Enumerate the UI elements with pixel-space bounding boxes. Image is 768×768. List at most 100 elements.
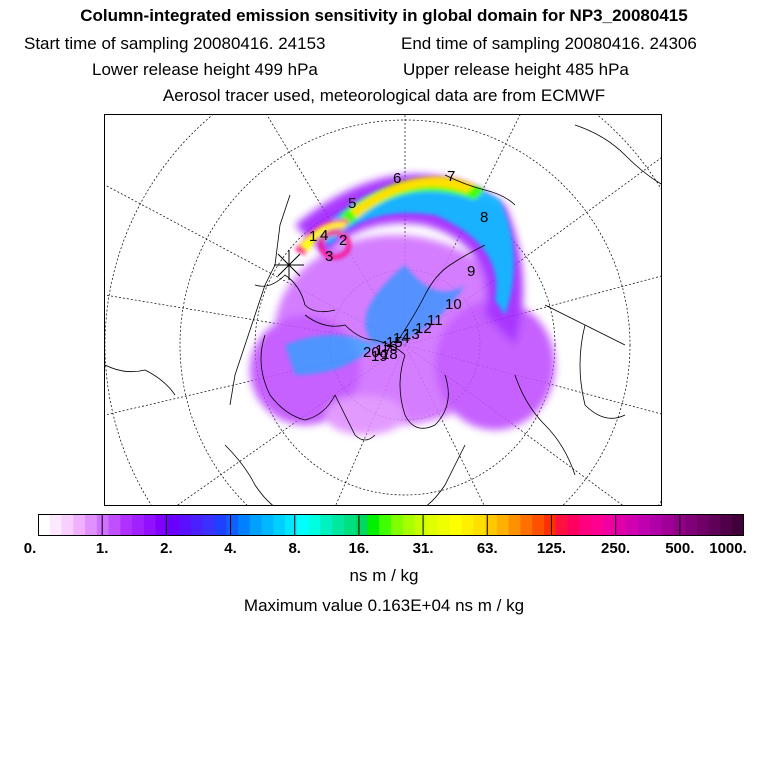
upper-release-label: Upper release height 485 hPa [403, 60, 629, 79]
colorbar-swatch [273, 514, 286, 536]
colorbar-swatch [449, 514, 463, 536]
marker-1: 1 [309, 228, 317, 245]
colorbar-swatch [461, 514, 474, 536]
colorbar-tick-label: 8. [288, 540, 301, 557]
marker-20: 20 [363, 344, 380, 361]
colorbar-swatch [96, 514, 110, 536]
colorbar-swatch [532, 514, 545, 536]
colorbar-swatch [343, 514, 357, 536]
colorbar-swatch [626, 514, 639, 536]
coastlines [105, 124, 661, 505]
colorbar-swatch [249, 514, 263, 536]
colorbar-swatch [367, 514, 380, 536]
colorbar-swatch [167, 514, 180, 536]
colorbar-tick-label: 500. [665, 540, 695, 557]
end-time-label: End time of sampling 20080416. 24306 [401, 34, 697, 53]
colorbar-tick-label: 31. [412, 540, 434, 557]
colorbar-swatch [555, 514, 568, 536]
colorbar-swatch [649, 514, 663, 536]
colorbar-swatch [732, 514, 744, 536]
colorbar-swatch [614, 514, 627, 536]
marker-9: 9 [467, 263, 475, 280]
colorbar-tick-label: 0. [23, 540, 37, 557]
colorbar-swatch [143, 514, 157, 536]
colorbar-swatch [567, 514, 580, 536]
colorbar-swatch [38, 514, 51, 536]
colorbar-tick-label: 125. [536, 540, 567, 557]
colorbar-swatch [379, 514, 392, 536]
marker-8: 8 [480, 209, 488, 226]
tracer-note: Aerosol tracer used, meteorological data… [162, 86, 606, 105]
colorbar-tick-label: 16. [348, 540, 370, 557]
marker-10: 10 [445, 296, 462, 313]
colorbar-swatch [226, 514, 239, 536]
marker-16: 16 [381, 338, 398, 355]
colorbar-swatch [132, 514, 145, 536]
colorbar-units: ns m / kg [349, 566, 419, 585]
colorbar-swatch [426, 514, 439, 536]
marker-12: 12 [415, 320, 432, 337]
colorbar-swatch [391, 514, 404, 536]
colorbar-swatch [685, 514, 698, 536]
colorbar-swatch [238, 514, 251, 536]
release-point-marker [274, 250, 304, 280]
colorbar-swatch [520, 514, 533, 536]
colorbar-swatch [296, 514, 310, 536]
colorbar-swatch [332, 514, 345, 536]
colorbar-swatch [414, 514, 427, 536]
colorbar-swatch [438, 514, 451, 536]
marker-19: 19 [371, 348, 388, 365]
colorbar-tick-label: 1000. [709, 540, 747, 557]
colorbar-swatch [402, 514, 416, 536]
colorbar-swatch [308, 514, 321, 536]
colorbar-swatch [708, 514, 721, 536]
colorbar-tick-label: 4. [224, 540, 237, 557]
colorbar-swatch [543, 514, 557, 536]
plot-title: Column-integrated emission sensitivity i… [80, 6, 688, 25]
colorbar-swatch [355, 514, 368, 536]
colorbar-swatch [120, 514, 133, 536]
marker-2: 2 [339, 232, 347, 249]
colorbar-swatch [485, 514, 498, 536]
colorbar-swatch [320, 514, 333, 536]
colorbar-swatch [285, 514, 298, 536]
colorbar-swatch [696, 514, 710, 536]
lower-release-label: Lower release height 499 hPa [92, 60, 318, 79]
start-time-label: Start time of sampling 20080416. 24153 [24, 34, 326, 53]
marker-6: 6 [393, 170, 401, 187]
colorbar-tick-label: 2. [160, 540, 173, 557]
polar-map: 1 2 3 4 5 6 7 8 9 10 11 12 13 14 15 16 1… [104, 114, 662, 506]
colorbar-swatch [579, 514, 592, 536]
colorbar-swatch [49, 514, 63, 536]
colorbar-swatch [214, 514, 227, 536]
colorbar-swatch [720, 514, 733, 536]
maximum-value-label: Maximum value 0.163E+04 ns m / kg [243, 596, 525, 615]
colorbar-swatch [73, 514, 86, 536]
colorbar-swatch [155, 514, 168, 536]
marker-14: 14 [393, 330, 410, 347]
colorbar-swatch [638, 514, 651, 536]
colorbar-swatch [202, 514, 215, 536]
marker-5: 5 [348, 195, 356, 212]
colorbar [38, 514, 744, 536]
marker-18: 18 [381, 346, 398, 363]
colorbar-border [38, 514, 744, 536]
marker-3: 3 [325, 248, 333, 265]
colorbar-swatch [61, 514, 74, 536]
marker-17: 17 [375, 342, 392, 359]
colorbar-swatch [190, 514, 204, 536]
marker-13: 13 [403, 326, 420, 343]
colorbar-swatch [602, 514, 616, 536]
colorbar-swatch [496, 514, 510, 536]
marker-11: 11 [427, 312, 443, 329]
sensitivity-plume [250, 174, 555, 435]
marker-4: 4 [320, 227, 328, 244]
colorbar-swatch [85, 514, 98, 536]
colorbar-swatch [591, 514, 604, 536]
map-canvas: 1 2 3 4 5 6 7 8 9 10 11 12 13 14 15 16 1… [105, 115, 661, 505]
marker-15: 15 [386, 334, 403, 351]
day-markers: 1 2 3 4 5 6 7 8 9 10 11 12 13 14 15 16 1… [309, 168, 488, 365]
colorbar-swatch [508, 514, 521, 536]
colorbar-swatch [661, 514, 674, 536]
colorbar-swatch [261, 514, 274, 536]
